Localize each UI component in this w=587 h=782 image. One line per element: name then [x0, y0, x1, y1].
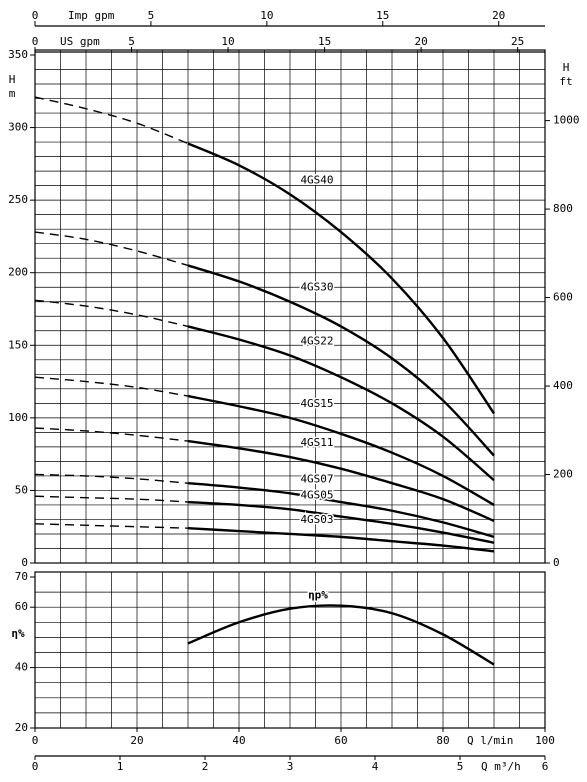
- x-tick-label: 40: [232, 734, 245, 747]
- x-tick-label: 20: [130, 734, 143, 747]
- curve-label: 4GS11: [300, 436, 333, 449]
- y2-label: H: [563, 61, 570, 74]
- bottom-axis-label: Q m³/h: [481, 760, 521, 773]
- y-tick-label: 50: [15, 483, 28, 496]
- y-tick-label: 20: [15, 721, 28, 734]
- y-tick-label: 60: [15, 600, 28, 613]
- curve-extrapolated: [34, 299, 189, 328]
- curve-label: 4GS15: [300, 397, 333, 410]
- curve: [187, 481, 495, 539]
- bottom-tick-label: 1: [117, 760, 124, 773]
- y-label: η%: [11, 627, 25, 640]
- bottom-tick-label: 6: [542, 760, 549, 773]
- curve-label: 4GS30: [300, 281, 333, 294]
- curve-label: ηp%: [308, 589, 328, 602]
- y-label: H: [9, 73, 16, 86]
- curve-label: 4GS03: [300, 513, 333, 526]
- y2-tick-label: 1000: [553, 114, 580, 127]
- top-tick-label: 5: [148, 9, 155, 22]
- curve-extrapolated: [34, 523, 189, 529]
- plot-frame: [34, 49, 546, 564]
- y2-tick-label: 800: [553, 202, 573, 215]
- x-tick-label: 60: [334, 734, 347, 747]
- y-tick-label: 0: [21, 556, 28, 569]
- y2-tick-label: 200: [553, 468, 573, 481]
- curve-extrapolated: [34, 495, 189, 503]
- curve: [187, 439, 495, 523]
- x-tick-label: 100: [535, 734, 555, 747]
- curve: [187, 604, 495, 666]
- y-tick-label: 250: [8, 193, 28, 206]
- top-tick-label: 20: [414, 35, 427, 48]
- bottom-tick-label: 5: [457, 760, 464, 773]
- y2-tick-label: 400: [553, 379, 573, 392]
- bottom-tick-label: 4: [372, 760, 379, 773]
- x-tick-label: 80: [436, 734, 449, 747]
- curve: [187, 142, 495, 415]
- top-tick-label: 10: [260, 9, 273, 22]
- curve: [187, 394, 495, 506]
- plot-frame: [34, 571, 546, 729]
- top-axis-label: Imp gpm: [68, 9, 115, 22]
- curve: [187, 500, 495, 544]
- curve-extrapolated: [34, 96, 189, 145]
- top-tick-label: 20: [492, 9, 505, 22]
- curve-extrapolated: [34, 473, 189, 484]
- y-tick-label: 300: [8, 121, 28, 134]
- bottom-tick-label: 2: [202, 760, 209, 773]
- y2-tick-label: 0: [553, 556, 560, 569]
- curve-extrapolated: [34, 231, 189, 267]
- curve: [187, 264, 495, 457]
- top-tick-label: 25: [511, 35, 524, 48]
- curve-extrapolated: [34, 376, 189, 397]
- top-axis-label: US gpm: [60, 35, 100, 48]
- bottom-tick-label: 0: [32, 760, 39, 773]
- y-tick-label: 100: [8, 411, 28, 424]
- curve-label: 4GS05: [300, 488, 333, 501]
- top-tick-label: 5: [128, 35, 135, 48]
- x-tick-label: 0: [32, 734, 39, 747]
- curve-label: 4GS07: [300, 472, 333, 485]
- y-tick-label: 70: [15, 570, 28, 583]
- curve-label: 4GS22: [300, 334, 333, 347]
- y2-tick-label: 600: [553, 291, 573, 304]
- top-tick-label: 10: [221, 35, 234, 48]
- bottom-tick-label: 3: [287, 760, 294, 773]
- top-tick-label: 15: [318, 35, 331, 48]
- curve-label: 4GS40: [300, 173, 333, 186]
- y-label: m: [9, 87, 16, 100]
- y-tick-label: 40: [15, 661, 28, 674]
- curve: [187, 526, 495, 553]
- top-tick-label: 15: [376, 9, 389, 22]
- curve: [187, 325, 495, 482]
- curve-extrapolated: [34, 427, 189, 442]
- y-tick-label: 200: [8, 266, 28, 279]
- y-tick-label: 150: [8, 338, 28, 351]
- top-tick-label: 0: [32, 35, 39, 48]
- top-tick-label: 0: [32, 9, 39, 22]
- y-tick-label: 350: [8, 48, 28, 61]
- x-label: Q l/min: [467, 734, 513, 747]
- y2-label: ft: [559, 75, 572, 88]
